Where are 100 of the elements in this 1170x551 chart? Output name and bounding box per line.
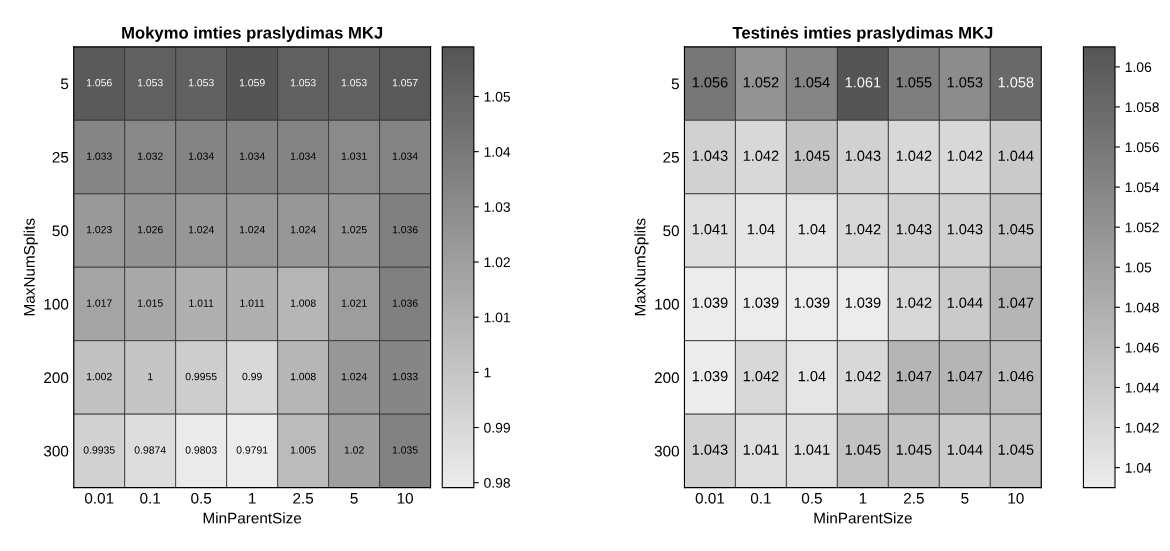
data-label: 1.057 xyxy=(392,78,418,87)
color-bar-label: 1.05 xyxy=(1125,262,1152,273)
data-label: 1.008 xyxy=(290,372,316,381)
data-label: 1.045 xyxy=(845,444,881,455)
color-bar-label: 1.01 xyxy=(484,312,510,323)
data-label: 1.039 xyxy=(692,297,728,308)
y-tick-label: 200 xyxy=(654,372,679,384)
data-label: 1.042 xyxy=(743,150,779,161)
data-label: 1.042 xyxy=(896,150,932,161)
x-tick-label: 1 xyxy=(249,493,256,504)
data-label: 1.04 xyxy=(798,224,826,235)
chart-title: Mokymo imties praslydimas MKJ xyxy=(122,26,383,42)
data-label: 1.045 xyxy=(896,444,932,455)
y-tick-label: 50 xyxy=(52,225,69,237)
data-label: 0.9935 xyxy=(83,446,115,454)
data-label: 1.043 xyxy=(845,150,881,161)
data-label: 1.047 xyxy=(947,371,983,382)
data-label: 1.059 xyxy=(239,78,265,87)
data-label: 1.034 xyxy=(290,152,316,160)
data-label: 1.041 xyxy=(743,444,779,455)
data-label: 1.043 xyxy=(692,150,728,161)
data-label: 1.046 xyxy=(998,371,1034,382)
color-bar-label: 1.046 xyxy=(1125,342,1159,353)
data-label: 1.033 xyxy=(392,372,418,381)
data-label: 1.053 xyxy=(341,78,367,87)
data-label: 1.036 xyxy=(392,299,418,307)
x-axis-title: MinParentSize xyxy=(814,512,912,524)
data-label: 1.044 xyxy=(998,150,1034,161)
x-tick-label: 0.5 xyxy=(801,492,822,504)
data-label: 1.04 xyxy=(747,224,775,235)
data-label: 1.047 xyxy=(896,371,932,382)
data-label: 0.9955 xyxy=(185,372,217,381)
y-axis-title: MaxNumSplits xyxy=(634,218,649,316)
data-label: 1.039 xyxy=(692,371,728,382)
data-label: 1.042 xyxy=(896,297,932,308)
y-tick-label: 300 xyxy=(654,445,679,457)
x-tick-label: 0.1 xyxy=(140,492,161,504)
data-label: 1.039 xyxy=(743,297,779,308)
x-tick-label: 10 xyxy=(1008,492,1024,504)
data-label: 1.056 xyxy=(86,78,112,87)
y-tick-label: 200 xyxy=(44,372,69,384)
data-label: 1.042 xyxy=(743,371,779,382)
data-label: 1.02 xyxy=(344,446,364,454)
data-label: 1.043 xyxy=(692,444,728,455)
data-label: 1.053 xyxy=(137,78,163,87)
color-bar-label: 1.056 xyxy=(1125,142,1159,153)
x-axis-title: MinParentSize xyxy=(203,512,302,524)
color-bar-label: 1.054 xyxy=(1125,182,1160,193)
data-label: 1.024 xyxy=(341,372,367,381)
x-tick-label: 2.5 xyxy=(293,492,314,504)
color-bar-label: 1.052 xyxy=(1125,222,1159,233)
data-label: 1.023 xyxy=(86,225,112,234)
y-tick-label: 100 xyxy=(44,298,69,310)
data-label: 1.04 xyxy=(798,371,826,382)
data-label: 1.011 xyxy=(240,299,265,307)
color-bar-label: 1.06 xyxy=(1125,62,1152,73)
data-label: 1.045 xyxy=(998,224,1034,235)
y-tick-label: 300 xyxy=(43,445,69,457)
data-label: 1.043 xyxy=(947,224,983,235)
data-label: 1.024 xyxy=(188,225,214,234)
data-label: 1.056 xyxy=(692,77,728,88)
data-label: 1.054 xyxy=(794,77,830,88)
data-label: 1.058 xyxy=(998,77,1034,88)
data-label: 1.024 xyxy=(290,225,316,234)
data-label: 1.039 xyxy=(794,297,830,308)
x-tick-label: 0.5 xyxy=(191,492,212,504)
y-tick-label: 5 xyxy=(60,78,69,90)
data-label: 1.008 xyxy=(290,299,316,307)
data-label: 1.042 xyxy=(845,371,881,382)
data-label: 1.045 xyxy=(998,444,1034,455)
data-label: 1.026 xyxy=(137,225,163,234)
data-label: 1.041 xyxy=(794,444,830,455)
data-label: 1.042 xyxy=(845,224,881,235)
data-label: 1 xyxy=(148,372,153,381)
data-label: 1.053 xyxy=(188,78,214,87)
data-label: 1.041 xyxy=(692,224,728,235)
data-label: 1.044 xyxy=(947,297,983,308)
chart-title: Testinės imties praslydimas MKJ xyxy=(732,26,993,42)
data-label: 1.043 xyxy=(896,224,932,235)
x-tick-label: 10 xyxy=(397,492,413,504)
color-bar-label: 0.98 xyxy=(484,478,510,488)
color-bar-label: 1.03 xyxy=(484,202,510,212)
data-label: 1.035 xyxy=(392,446,418,454)
data-label: 1.047 xyxy=(998,297,1034,308)
data-label: 1.011 xyxy=(189,299,214,307)
data-label: 1.017 xyxy=(86,299,112,307)
color-bar-label: 1.02 xyxy=(484,257,510,268)
y-tick-label: 100 xyxy=(655,298,679,310)
data-label: 1.052 xyxy=(743,77,779,88)
data-label: 1.044 xyxy=(947,444,983,455)
color-bar-label: 1.044 xyxy=(1125,382,1160,393)
data-label: 1.053 xyxy=(947,77,983,88)
color-bar-label: 1 xyxy=(484,367,491,378)
data-label: 1.045 xyxy=(794,150,830,161)
x-tick-label: 0.01 xyxy=(695,492,725,504)
data-label: 1.024 xyxy=(239,225,265,234)
color-bar-label: 1.048 xyxy=(1125,302,1159,313)
data-label: 1.042 xyxy=(947,150,983,161)
data-label: 0.99 xyxy=(242,372,262,381)
data-label: 0.9874 xyxy=(134,446,166,454)
